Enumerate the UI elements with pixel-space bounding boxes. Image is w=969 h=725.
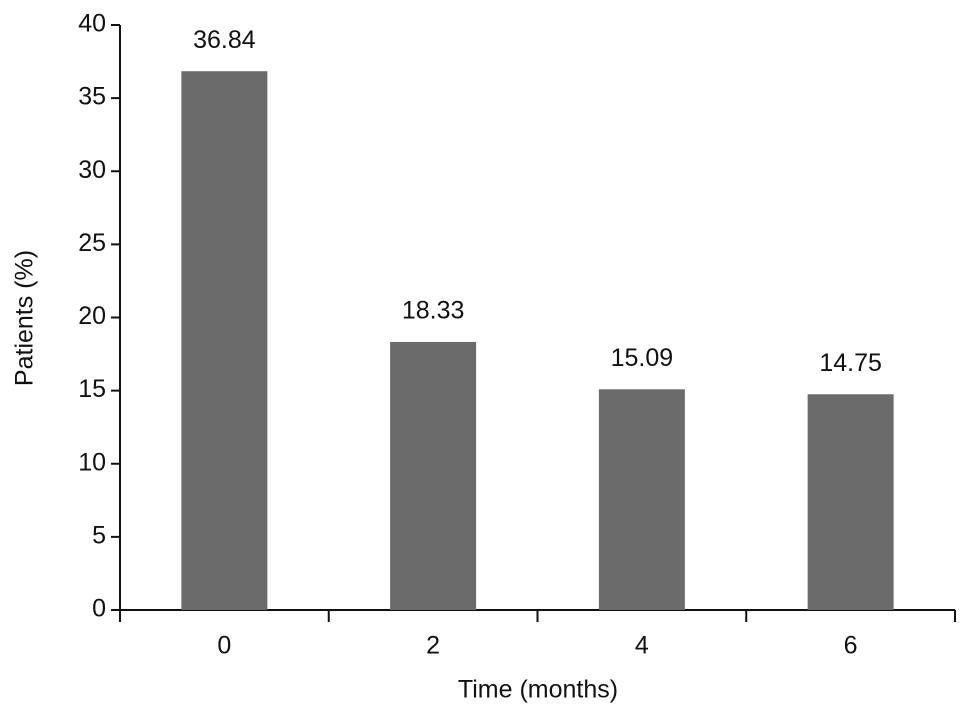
x-tick-label: 6	[844, 632, 858, 660]
y-tick-label: 30	[78, 156, 106, 184]
bar	[181, 71, 268, 611]
data-label: 14.75	[819, 349, 882, 377]
y-tick-label: 0	[92, 595, 106, 623]
y-axis-title: Patients (%)	[11, 250, 39, 386]
y-tick-label: 35	[78, 83, 106, 111]
y-tick-label: 10	[78, 448, 106, 476]
y-tick-label: 5	[92, 521, 106, 549]
bar	[390, 341, 477, 610]
y-tick-label: 20	[78, 302, 106, 330]
bar	[598, 389, 685, 610]
x-tick-label: 0	[217, 632, 231, 660]
x-tick-label: 2	[426, 632, 440, 660]
y-tick-label: 40	[78, 10, 106, 38]
y-tick-label: 25	[78, 229, 106, 257]
data-label: 18.33	[402, 297, 465, 325]
data-label: 15.09	[611, 344, 674, 372]
x-axis-title: Time (months)	[458, 676, 618, 704]
y-tick-label: 15	[78, 375, 106, 403]
data-label: 36.84	[193, 26, 256, 54]
bar	[807, 394, 894, 610]
x-tick-label: 4	[635, 632, 649, 660]
